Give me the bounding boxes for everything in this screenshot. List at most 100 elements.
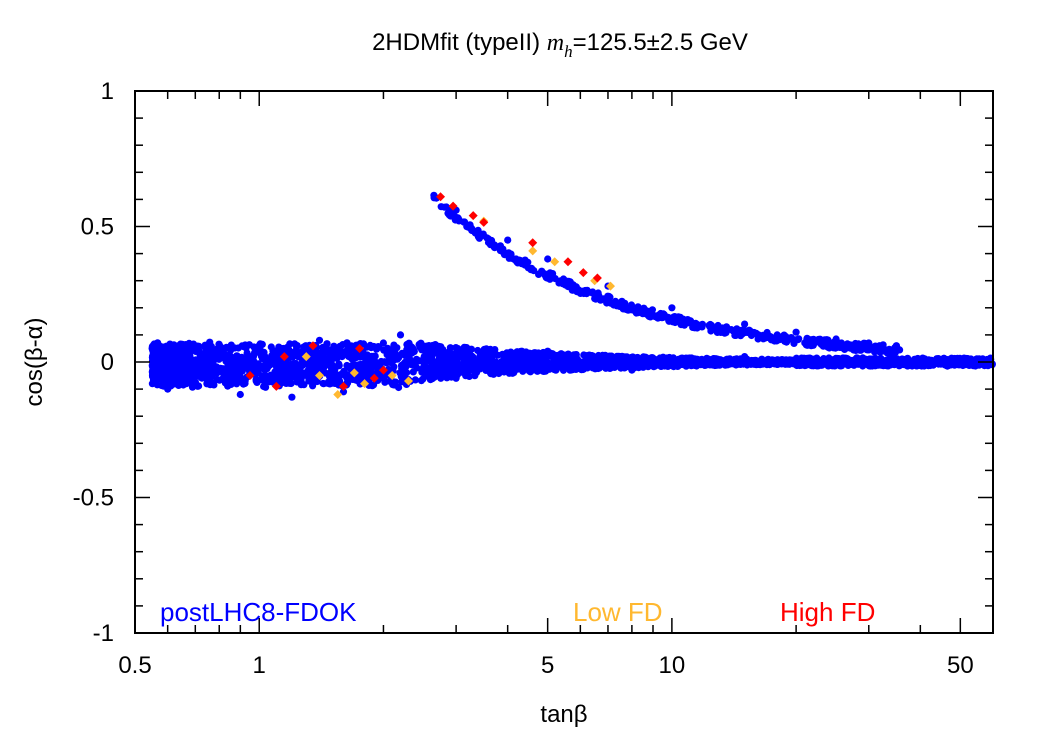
postlhc8-fdok-point [462,362,470,370]
postlhc8-fdok-point [215,344,223,352]
postlhc8-fdok-point [566,366,574,374]
x-axis-title: tanβ [540,701,587,728]
postlhc8-fdok-point [387,353,395,362]
postlhc8-fdok-point [467,363,475,371]
postlhc8-fdok-point [617,353,625,361]
postlhc8-fdok-point [219,365,227,373]
postlhc8-fdok-point [592,354,600,362]
legend-entry-postlhc8-fdok: postLHC8-FDOK [160,597,357,627]
postlhc8-fdok-point [442,203,450,211]
x-tick-label: 5 [541,652,554,679]
postlhc8-fdok-point [405,339,413,347]
postlhc8-fdok-point [236,390,244,399]
postlhc8-fdok-point [552,365,561,373]
postlhc8-fdok-point [262,383,270,391]
x-tick-label: 0.5 [118,652,151,679]
postlhc8-fdok-point [921,355,929,363]
high-fd-point [578,268,588,278]
postlhc8-fdok-point [400,360,408,368]
postlhc8-fdok-point [585,362,593,370]
postlhc8-fdok-point [504,368,512,376]
postlhc8-fdok-point [832,335,840,343]
postlhc8-fdok-point [354,361,362,370]
postlhc8-fdok-point [201,350,209,358]
postlhc8-fdok-point [395,383,403,392]
postlhc8-fdok-point [255,342,263,350]
postlhc8-fdok-point [483,352,491,360]
postlhc8-fdok-point [458,368,466,376]
postlhc8-fdok-point [205,360,214,368]
postlhc8-fdok-point [984,359,992,367]
postlhc8-fdok-point [557,354,565,362]
postlhc8-fdok-point [629,353,637,361]
high-fd-point [271,381,281,391]
postlhc8-fdok-point [505,254,513,262]
high-fd-point [528,238,538,248]
postlhc8-fdok-point [380,375,388,383]
postlhc8-fdok-point [157,381,166,390]
postlhc8-fdok-point [398,378,406,386]
postlhc8-fdok-point [383,345,391,353]
postlhc8-fdok-point [682,362,691,370]
high-fd-point [468,211,478,221]
postlhc8-fdok-point [544,255,552,263]
postlhc8-fdok-point [434,370,442,378]
postlhc8-fdok-point [201,341,209,349]
x-tick-label: 1 [253,652,266,679]
postlhc8-fdok-point [741,353,749,361]
postlhc8-fdok-point [524,264,532,272]
postlhc8-fdok-point [191,380,199,388]
postlhc8-fdok-point [149,350,157,358]
postlhc8-fdok-point [834,360,842,368]
postlhc8-fdok-point [728,358,736,366]
postlhc8-fdok-point [645,312,653,320]
postlhc8-fdok-point [248,364,256,372]
high-fd-point [448,201,458,211]
postlhc8-fdok-point [148,344,156,352]
postlhc8-fdok-point [871,362,879,370]
postlhc8-fdok-point [569,281,577,289]
chart-title: 2HDMfit (typeII) mh=125.5±2.5 GeV [372,29,748,61]
postlhc8-fdok-point [865,355,873,363]
postlhc8-fdok-point [213,369,221,377]
postlhc8-fdok-point [286,366,294,374]
postlhc8-fdok-point [865,362,874,370]
postlhc8-fdok-point [783,360,792,368]
postlhc8-fdok-point [269,347,277,355]
postlhc8-fdok-point [296,366,304,374]
low-fd-point [528,246,538,256]
postlhc8-fdok-point [490,243,498,251]
postlhc8-fdok-point [659,310,667,318]
low-fd-point [315,371,325,381]
postlhc8-fdok-point [454,214,462,222]
postlhc8-fdok-point [508,351,516,360]
postlhc8-fdok-point [207,378,215,386]
postlhc8-fdok-point [305,374,313,382]
postlhc8-fdok-point [608,355,616,363]
postlhc8-fdok-point [813,338,821,346]
postlhc8-fdok-point [231,344,239,352]
postlhc8-fdok-point [475,356,483,364]
postlhc8-fdok-point [624,358,633,366]
low-fd-point [606,281,616,291]
title-suffix: =125.5±2.5 GeV [573,29,748,56]
high-fd-point [338,381,348,391]
postlhc8-fdok-point [453,353,461,361]
postlhc8-fdok-point [463,354,471,362]
high-fd-point [436,192,446,202]
postlhc8-fdok-point [401,351,409,360]
low-fd-point [403,376,413,386]
postlhc8-fdok-point [659,359,667,368]
postlhc8-fdok-point [522,349,530,357]
postlhc8-fdok-point [789,358,797,366]
postlhc8-fdok-point [499,247,507,255]
postlhc8-fdok-point [224,359,232,367]
postlhc8-fdok-point [343,347,351,356]
postlhc8-fdok-point [541,362,549,370]
postlhc8-fdok-point [560,364,568,372]
postlhc8-fdok-point [233,352,241,360]
postlhc8-fdok-point [792,328,800,336]
postlhc8-fdok-point [207,342,215,350]
postlhc8-fdok-point [296,372,304,380]
postlhc8-fdok-point [628,366,636,374]
